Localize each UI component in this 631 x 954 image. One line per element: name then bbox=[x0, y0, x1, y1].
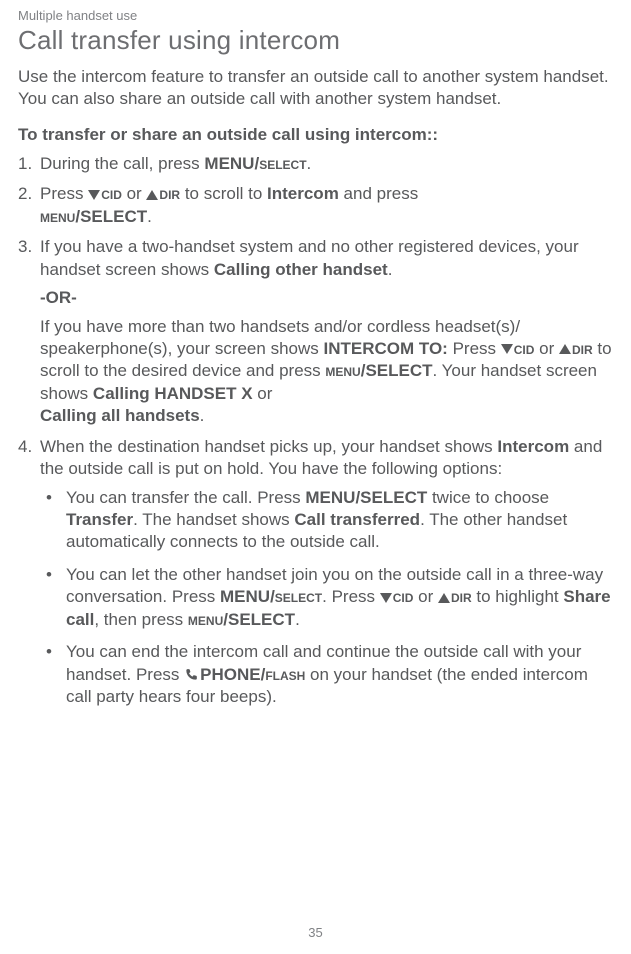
calling-other-handset-label: Calling other handset bbox=[214, 260, 388, 279]
step-3-text-b: . bbox=[388, 260, 393, 279]
step-2-text-c: to scroll to bbox=[180, 184, 267, 203]
up-arrow-icon bbox=[438, 593, 450, 603]
intercom-label: Intercom bbox=[497, 437, 569, 456]
dir-label: dir bbox=[159, 184, 180, 203]
phone-flash-label-a: PHONE/ bbox=[200, 665, 265, 684]
calling-all-handsets-label: Calling all handsets bbox=[40, 406, 200, 425]
b2-text-d: to highlight bbox=[472, 587, 564, 606]
select-bold: /SELECT bbox=[361, 361, 433, 380]
b2-text-c: or bbox=[413, 587, 438, 606]
step-3-text-h: or bbox=[253, 384, 273, 403]
dir-label: dir bbox=[451, 587, 472, 606]
page-title: Call transfer using intercom bbox=[18, 25, 613, 56]
step-2: Press cid or dir to scroll to Intercom a… bbox=[18, 183, 613, 228]
step-3: If you have a two-handset system and no … bbox=[18, 236, 613, 428]
b1-text-b: twice to choose bbox=[427, 488, 549, 507]
step-2-text-d: and press bbox=[339, 184, 418, 203]
or-divider: -OR- bbox=[40, 287, 613, 309]
down-arrow-icon bbox=[380, 593, 392, 603]
select-bold: /SELECT bbox=[223, 610, 295, 629]
b2-text-e: , then press bbox=[94, 610, 188, 629]
b1-text-c: . The handset shows bbox=[133, 510, 294, 529]
step-3-text-e: or bbox=[534, 339, 559, 358]
calling-handset-x-label: Calling HANDSET X bbox=[93, 384, 253, 403]
down-arrow-icon bbox=[501, 344, 513, 354]
step-3-text-d: Press bbox=[448, 339, 501, 358]
option-transfer: You can transfer the call. Press MENU/SE… bbox=[40, 487, 613, 554]
option-end: You can end the intercom call and contin… bbox=[40, 641, 613, 708]
b1-text-a: You can transfer the call. Press bbox=[66, 488, 305, 507]
step-4: When the destination handset picks up, y… bbox=[18, 436, 613, 709]
phone-icon bbox=[184, 668, 198, 682]
step-2-text-e: . bbox=[147, 207, 152, 226]
menu-smallcaps: menu bbox=[325, 361, 360, 380]
up-arrow-icon bbox=[559, 344, 571, 354]
intro-paragraph: Use the intercom feature to transfer an … bbox=[18, 66, 613, 111]
b2-text-f: . bbox=[295, 610, 300, 629]
phone-flash-label-b: flash bbox=[265, 665, 305, 684]
step-1-text-b: . bbox=[307, 154, 312, 173]
options-list: You can transfer the call. Press MENU/SE… bbox=[40, 487, 613, 709]
up-arrow-icon bbox=[146, 190, 158, 200]
menu-smallcaps: menu bbox=[188, 610, 223, 629]
breadcrumb: Multiple handset use bbox=[18, 8, 613, 23]
step-1-text-a: During the call, press bbox=[40, 154, 204, 173]
select-bold: /SELECT bbox=[75, 207, 147, 226]
select-smallcaps: select bbox=[259, 154, 306, 173]
select-smallcaps: select bbox=[275, 587, 322, 606]
menu-select-label: MENU/ bbox=[204, 154, 259, 173]
step-1: During the call, press MENU/select. bbox=[18, 153, 613, 175]
step-list: During the call, press MENU/select. Pres… bbox=[18, 153, 613, 709]
call-transferred-label: Call transferred bbox=[294, 510, 420, 529]
intercom-label: Intercom bbox=[267, 184, 339, 203]
cid-label: cid bbox=[393, 587, 414, 606]
menu-select-label: MENU/ bbox=[220, 587, 275, 606]
page-number: 35 bbox=[0, 925, 631, 940]
menu-select-full-label: MENU/SELECT bbox=[305, 488, 427, 507]
b2-text-b: . Press bbox=[322, 587, 380, 606]
procedure-heading: To transfer or share an outside call usi… bbox=[18, 125, 613, 145]
step-4-text-a: When the destination handset picks up, y… bbox=[40, 437, 497, 456]
menu-smallcaps: menu bbox=[40, 207, 75, 226]
option-share: You can let the other handset join you o… bbox=[40, 564, 613, 631]
dir-label: dir bbox=[572, 339, 593, 358]
step-2-text-a: Press bbox=[40, 184, 88, 203]
step-2-text-b: or bbox=[122, 184, 147, 203]
step-3-text-i: . bbox=[200, 406, 205, 425]
cid-label: cid bbox=[514, 339, 535, 358]
cid-label: cid bbox=[101, 184, 122, 203]
down-arrow-icon bbox=[88, 190, 100, 200]
step-3-alt: If you have more than two handsets and/o… bbox=[40, 316, 613, 428]
transfer-label: Transfer bbox=[66, 510, 133, 529]
intercom-to-label: INTERCOM TO: bbox=[323, 339, 447, 358]
